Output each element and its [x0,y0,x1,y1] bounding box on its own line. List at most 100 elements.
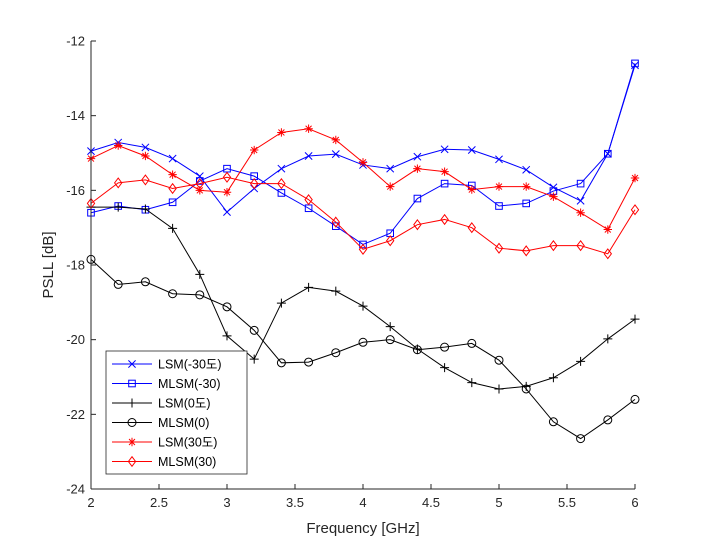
data-point-3-12 [412,345,422,355]
legend-marker-2 [127,398,137,408]
legend-marker-0 [128,360,136,368]
legend-entry-0: LSM(-30도) [112,358,222,372]
data-point-5-7 [277,177,286,190]
x-tick-label-3: 3.5 [286,495,304,510]
data-point-1-9 [332,222,340,230]
data-point-5-6 [249,177,259,190]
data-point-5-15 [494,242,504,254]
series-line-5 [90,176,636,255]
data-point-0-3 [168,154,177,163]
data-point-0-20 [631,61,639,70]
data-point-3-14 [467,338,477,348]
data-point-3-13 [440,342,450,352]
y-tick-label-6: -12 [66,34,85,49]
y-tick-label-1: -22 [66,407,85,422]
legend-label-4: LSM(30도) [158,436,217,450]
data-point-4-18 [576,208,585,217]
series-line-3 [90,259,636,440]
legend-label-3: MLSM(0) [158,416,209,430]
legend-entry-5: MLSM(30) [112,455,216,469]
data-point-4-5 [222,188,232,197]
data-point-3-10 [358,337,368,347]
data-point-1-4 [196,177,204,185]
data-point-4-15 [494,182,504,191]
data-point-4-9 [331,135,340,145]
data-point-2-3 [168,223,178,233]
series-2 [86,202,640,394]
data-point-1-18 [576,179,585,188]
data-point-3-4 [195,290,205,300]
data-point-1-12 [413,194,422,203]
data-point-5-5 [222,171,232,183]
data-point-1-7 [277,189,286,197]
data-point-1-3 [168,198,177,207]
data-point-2-20 [630,314,640,324]
data-point-2-5 [222,331,232,341]
legend-entry-2: LSM(0도) [112,397,210,411]
data-point-0-13 [440,145,449,154]
x-tick-label-7: 5.5 [558,495,576,510]
data-point-5-1 [113,177,123,189]
data-point-2-15 [494,384,504,394]
data-point-4-8 [304,124,313,133]
data-point-3-18 [576,434,586,444]
legend-marker-3 [127,418,137,427]
y-axis-label: PSLL [dB] [40,232,57,299]
data-point-5-4 [195,177,205,190]
legend-label-0: LSM(-30도) [158,358,222,372]
data-point-5-13 [440,213,449,226]
data-point-3-20 [630,394,640,404]
data-point-2-18 [576,356,586,366]
data-point-0-11 [386,164,395,173]
data-point-5-10 [358,243,368,255]
data-point-2-19 [603,334,613,344]
legend: LSM(-30도) MLSM(-30) LSM(0도) MLSM(0) LSM(30도)… [105,350,248,475]
data-point-0-15 [495,155,503,164]
data-point-3-8 [304,357,314,367]
data-point-5-11 [385,235,395,247]
x-tick-label-1: 2.5 [150,495,168,510]
y-tick-label-3: -18 [66,258,85,273]
y-tick-label-2: -20 [66,332,85,347]
data-point-5-14 [467,222,477,234]
data-point-3-9 [331,348,341,358]
data-point-4-17 [549,192,558,201]
data-point-4-12 [413,164,422,173]
legend-entry-1: MLSM(-30) [112,377,221,391]
data-point-2-13 [440,363,450,373]
legend-entry-4: LSM(30도) [112,436,217,450]
x-tick-label-6: 5 [495,495,502,510]
x-tick-label-5: 4.5 [422,495,440,510]
data-point-2-10 [358,301,368,311]
data-point-2-11 [385,322,395,332]
data-point-5-19 [603,248,613,260]
data-point-2-4 [195,269,205,279]
legend-label-2: LSM(0도) [158,397,210,411]
data-point-2-14 [467,378,477,388]
x-tick-label-2: 3 [223,495,230,510]
data-point-3-1 [113,279,123,289]
data-point-5-3 [168,182,177,195]
data-point-1-15 [495,202,503,210]
data-point-3-7 [276,358,286,368]
y-tick-label-4: -16 [66,183,85,198]
data-point-3-3 [168,289,178,299]
data-point-5-17 [549,239,558,252]
data-point-5-16 [521,245,531,257]
data-point-1-16 [522,199,531,208]
legend-entry-3: MLSM(0) [112,416,209,430]
data-point-2-7 [276,298,286,308]
data-point-0-9 [331,150,340,159]
y-tick-label-5: -14 [66,108,85,123]
data-point-1-19 [604,149,612,158]
data-point-4-10 [358,158,368,167]
x-tick-label-8: 6 [631,495,638,510]
data-point-1-20 [631,59,639,68]
data-point-4-11 [386,182,395,191]
data-point-4-20 [630,173,640,183]
data-point-3-5 [222,302,232,312]
data-point-3-16 [521,384,531,394]
legend-label-1: MLSM(-30) [158,377,221,391]
data-point-1-10 [359,240,367,249]
data-point-0-2 [141,143,150,152]
